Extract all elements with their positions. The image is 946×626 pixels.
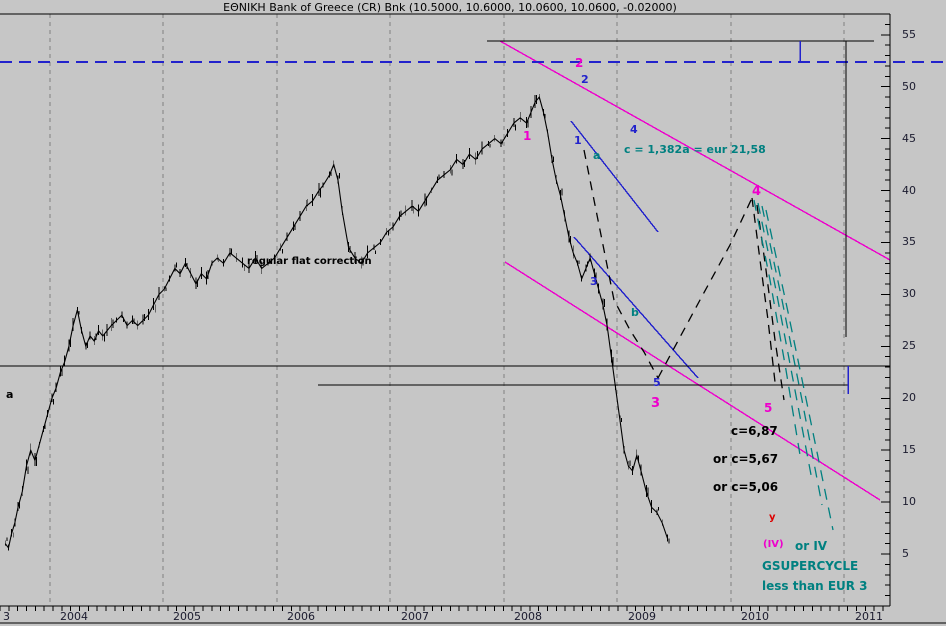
y-axis-tick-15: 15 [902, 443, 916, 457]
x-axis-tick-2008: 2008 [514, 610, 542, 623]
wave-label-w5-blue: 5 [653, 376, 661, 389]
projection-proj-black-up-to-4 [657, 197, 753, 379]
page-title: ΕΘΝΙΚΗ Bank of Greece (CR) Bnk (10.5000,… [223, 1, 677, 14]
wave-label-w4-roman: (IV) [763, 539, 784, 550]
wave-label-w3-blue: 3 [590, 275, 598, 288]
wave-label-w1-blue: 1 [574, 134, 582, 147]
y-axis-tick-50: 50 [902, 79, 916, 93]
trendline-blue-upper [570, 120, 659, 233]
annotation-c-687: c=6,87 [731, 424, 778, 438]
wave-label-wy-red: y [769, 512, 776, 523]
wave-label-w4-blue: 4 [630, 123, 638, 136]
annotation-c-ratio: c = 1,382a = eur 21,58 [624, 143, 766, 156]
y-axis-tick-55: 55 [902, 27, 916, 41]
y-axis-tick-20: 20 [902, 391, 916, 405]
projection-proj-teal-4 [765, 209, 834, 531]
wave-label-a-origin: a [6, 388, 14, 401]
annotation-or-iv: or IV [795, 539, 828, 553]
gridlines [49, 14, 845, 606]
trendlines-and-levels [0, 40, 946, 501]
wave-label-w5-magenta: 5 [764, 401, 773, 415]
y-axis-tick-30: 30 [902, 287, 916, 301]
projection-proj-teal-2 [757, 202, 813, 481]
y-axis-tick-10: 10 [902, 495, 916, 509]
wave-label-w2-magenta: 2 [575, 56, 584, 70]
x-axis-tick-2006: 2006 [287, 610, 315, 623]
y-axis-tick-5: 5 [902, 547, 909, 561]
wave-label-w1-magenta: 1 [523, 129, 532, 143]
wave-label-w3-magenta: 3 [651, 396, 661, 411]
y-axis-tick-25: 25 [902, 339, 916, 353]
annotation-c-567: or c=5,67 [713, 452, 779, 466]
price-series [4, 94, 670, 551]
x-axis-tick-2010: 2010 [741, 610, 769, 623]
projection-proj-teal-3 [761, 205, 823, 506]
annotation-flat-correction: regular flat correction [247, 256, 372, 267]
wave-label-w2-blue: 2 [581, 73, 589, 86]
x-axis-tick-2009: 2009 [628, 610, 656, 623]
x-axis-tick-3: 3 [3, 610, 10, 623]
projection-proj-black-down-2 [756, 204, 785, 401]
trendline-magenta-upper [499, 40, 891, 261]
annotation-c-506: or c=5,06 [713, 480, 779, 494]
projection-proj-teal-1 [753, 199, 801, 456]
y-axis-tick-35: 35 [902, 235, 916, 249]
wave-label-wb-teal: b [631, 306, 639, 319]
wave-label-w4-magenta: 4 [752, 184, 762, 199]
annotation-less-than: less than EUR 3 [762, 579, 868, 593]
trendline-magenta-lower [504, 261, 881, 501]
price-line-price [4, 95, 669, 550]
x-axis-tick-2004: 2004 [60, 610, 88, 623]
y-axis-tick-40: 40 [902, 183, 916, 197]
axis-lines-and-ticks [0, 13, 946, 624]
trendline-blue-lower [573, 236, 699, 379]
y-axis-tick-45: 45 [902, 131, 916, 145]
annotation-gsupercycle: GSUPERCYCLE [762, 559, 859, 573]
wave-label-wa-teal: a [593, 149, 601, 162]
projection-paths [583, 149, 834, 531]
projection-proj-black-down-1 [751, 197, 776, 383]
x-axis-tick-2007: 2007 [401, 610, 429, 623]
x-axis-tick-2011: 2011 [855, 610, 883, 623]
projection-proj-black-zigzag-down [583, 149, 659, 379]
x-axis-tick-2005: 2005 [173, 610, 201, 623]
